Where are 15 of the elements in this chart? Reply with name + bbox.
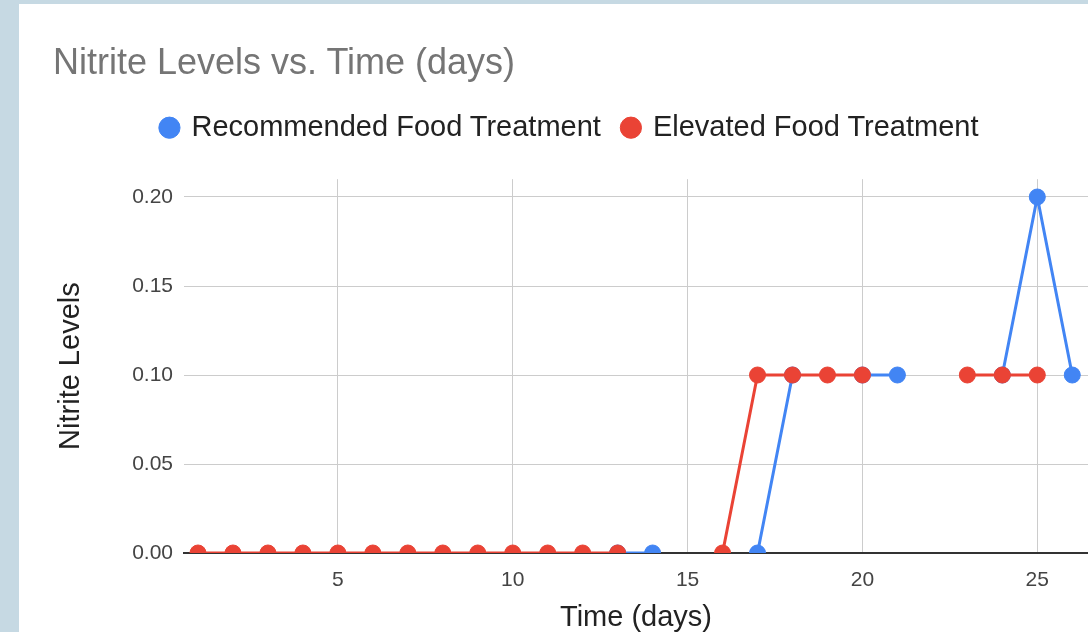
legend-label: Elevated Food Treatment	[652, 109, 979, 142]
x-tick-label: 15	[675, 567, 700, 591]
x-tick-label: 20	[850, 567, 875, 591]
x-tick-label: 10	[501, 567, 525, 591]
x-tick-label: 25	[1025, 567, 1049, 591]
x-tick-label: 5	[332, 567, 344, 591]
y-tick-label: 0.20	[132, 183, 173, 207]
chart-title: Nitrite Levels vs. Time (days)	[53, 40, 516, 82]
y-axis-title: Nitrite Levels	[52, 282, 85, 450]
legend-label: Recommended Food Treatment	[191, 109, 601, 142]
x-axis-title: Time (days)	[560, 599, 712, 632]
y-tick-label: 0.10	[132, 361, 173, 385]
y-tick-label: 0.15	[132, 272, 173, 296]
y-tick-label: 0.05	[132, 450, 173, 474]
y-tick-label: 0.00	[132, 539, 173, 563]
